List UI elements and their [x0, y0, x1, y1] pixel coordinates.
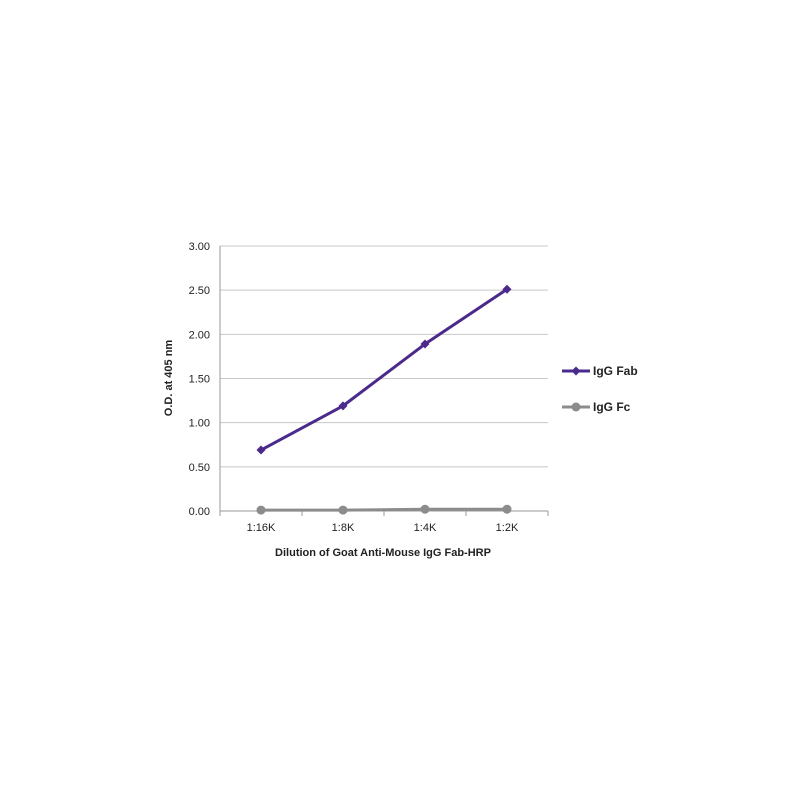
- x-axis-title: Dilution of Goat Anti-Mouse IgG Fab-HRP: [275, 547, 491, 559]
- data-point-igg-fab: [502, 284, 512, 294]
- grid-lines: [220, 245, 548, 468]
- x-tick-label: 1:16K: [247, 522, 276, 534]
- y-tick-labels: 0.00 0.50 1.00 1.50 2.00 2.50 3.00: [189, 241, 210, 518]
- legend-marker: [571, 402, 581, 412]
- legend-item-igg-fc: IgG Fc: [562, 400, 631, 414]
- x-tick-label: 1:2K: [496, 522, 519, 534]
- y-tick-label: 2.00: [189, 329, 210, 341]
- data-point-igg-fc: [420, 504, 430, 514]
- data-point-igg-fab: [420, 339, 430, 349]
- y-tick-label: 1.00: [189, 418, 210, 430]
- legend-label: IgG Fc: [593, 400, 631, 414]
- y-axis-title: O.D. at 405 nm: [163, 340, 175, 417]
- y-tick-label: 3.00: [189, 241, 210, 253]
- data-point-igg-fab: [338, 401, 348, 411]
- axes: [219, 246, 549, 516]
- series-line-igg-fab: [260, 288, 508, 452]
- data-point-igg-fc: [256, 505, 266, 515]
- data-point-igg-fab: [256, 445, 266, 455]
- x-tick-labels: 1:16K 1:8K 1:4K 1:2K: [247, 522, 519, 534]
- legend-item-igg-fab: IgG Fab: [562, 364, 638, 378]
- x-tick-label: 1:4K: [414, 522, 437, 534]
- legend-label: IgG Fab: [593, 364, 638, 378]
- series: [256, 284, 512, 515]
- y-tick-label: 0.00: [189, 506, 210, 518]
- series-igg-fc: [256, 504, 512, 515]
- data-point-igg-fc: [338, 505, 348, 515]
- y-tick-label: 1.50: [189, 374, 210, 386]
- data-point-igg-fc: [502, 504, 512, 514]
- legend: IgG Fab IgG Fc: [562, 364, 638, 414]
- legend-marker: [571, 366, 581, 376]
- y-tick-label: 0.50: [189, 462, 210, 474]
- series-igg-fab: [256, 284, 512, 455]
- x-tick-label: 1:8K: [332, 522, 355, 534]
- y-tick-label: 2.50: [189, 285, 210, 297]
- series-line-igg-fc: [261, 507, 507, 512]
